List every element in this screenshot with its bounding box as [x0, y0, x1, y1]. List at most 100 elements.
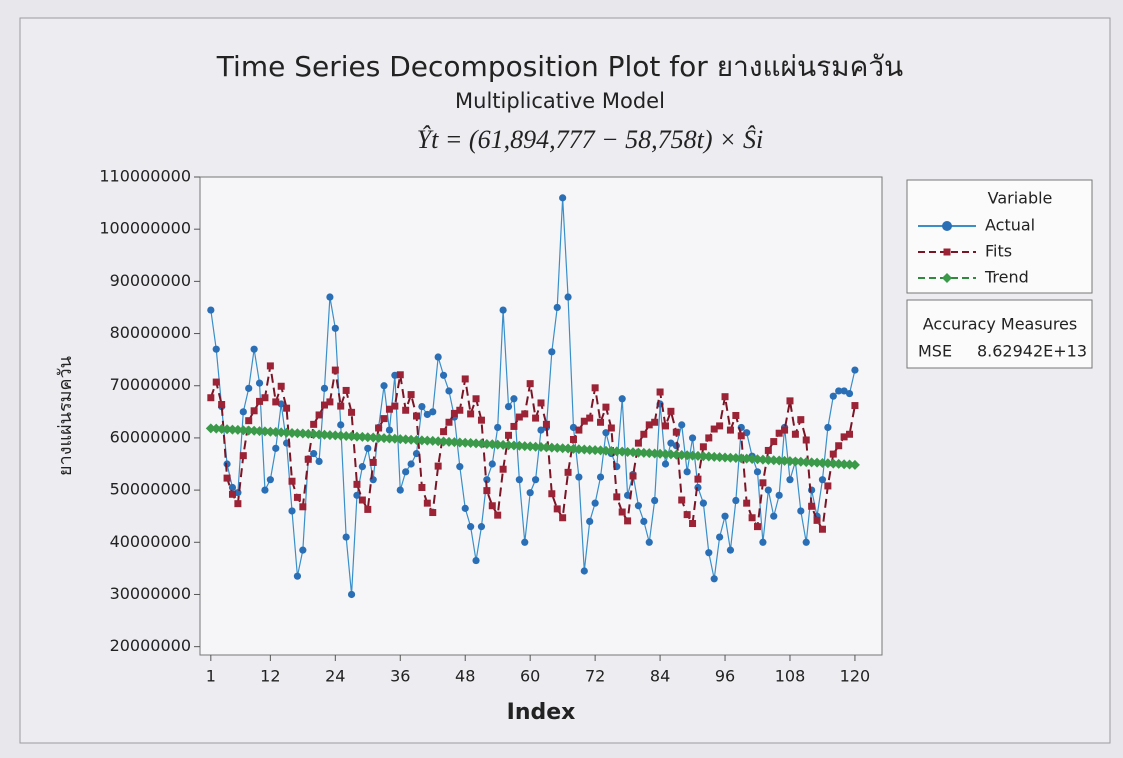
data-point — [765, 447, 772, 454]
data-point — [651, 497, 658, 504]
chart: Time Series Decomposition Plot for ยางแผ… — [0, 0, 1123, 758]
data-point — [743, 500, 750, 507]
data-point — [586, 518, 593, 525]
data-point — [251, 407, 258, 414]
data-point — [786, 397, 793, 404]
data-point — [770, 438, 777, 445]
data-point — [500, 306, 507, 313]
data-point — [700, 500, 707, 507]
data-point — [489, 460, 496, 467]
data-point — [689, 520, 696, 527]
data-point — [337, 421, 344, 428]
y-tick-label: 30000000 — [110, 584, 191, 603]
data-point — [332, 325, 339, 332]
data-point — [532, 415, 539, 422]
data-point — [830, 451, 837, 458]
legend-marker — [942, 221, 952, 231]
data-point — [364, 445, 371, 452]
data-point — [759, 479, 766, 486]
data-point — [678, 421, 685, 428]
data-point — [565, 469, 572, 476]
data-point — [429, 408, 436, 415]
y-tick-label: 110000000 — [99, 167, 191, 186]
data-point — [315, 458, 322, 465]
data-point — [538, 399, 545, 406]
data-point — [808, 503, 815, 510]
data-point — [581, 567, 588, 574]
data-point — [386, 426, 393, 433]
data-point — [256, 380, 263, 387]
data-point — [343, 387, 350, 394]
data-point — [267, 362, 274, 369]
data-point — [559, 514, 566, 521]
accuracy-measure: MSE — [918, 342, 952, 361]
data-point — [527, 380, 534, 387]
data-point — [732, 412, 739, 419]
plot-area — [200, 177, 882, 655]
y-tick-label: 70000000 — [110, 375, 191, 394]
data-point — [694, 484, 701, 491]
data-point — [548, 348, 555, 355]
data-point — [326, 398, 333, 405]
data-point — [299, 547, 306, 554]
data-point — [288, 507, 295, 514]
data-point — [213, 346, 220, 353]
data-point — [602, 404, 609, 411]
y-tick-label: 100000000 — [99, 219, 191, 238]
data-point — [640, 431, 647, 438]
data-point — [424, 500, 431, 507]
data-point — [700, 443, 707, 450]
data-point — [429, 509, 436, 516]
x-tick-label: 96 — [715, 667, 735, 686]
data-point — [251, 346, 258, 353]
data-point — [407, 460, 414, 467]
data-point — [326, 293, 333, 300]
data-point — [543, 421, 550, 428]
data-point — [803, 437, 810, 444]
data-point — [721, 513, 728, 520]
formula: Ŷt = (61,894,777 − 58,758t) × Ŝi — [417, 125, 764, 154]
data-point — [234, 500, 241, 507]
data-point — [505, 432, 512, 439]
data-point — [473, 395, 480, 402]
data-point — [819, 476, 826, 483]
data-point — [467, 410, 474, 417]
data-point — [348, 409, 355, 416]
data-point — [456, 463, 463, 470]
data-point — [391, 403, 398, 410]
data-point — [586, 415, 593, 422]
chart-subtitle: Multiplicative Model — [455, 89, 665, 113]
y-tick-label: 40000000 — [110, 532, 191, 551]
data-point — [575, 427, 582, 434]
data-point — [467, 523, 474, 530]
data-point — [445, 419, 452, 426]
data-point — [380, 382, 387, 389]
data-point — [348, 591, 355, 598]
data-point — [370, 459, 377, 466]
data-point — [792, 431, 799, 438]
x-tick-label: 84 — [650, 667, 670, 686]
data-point — [440, 372, 447, 379]
data-point — [456, 407, 463, 414]
data-point — [673, 429, 680, 436]
data-point — [510, 395, 517, 402]
data-point — [418, 484, 425, 491]
x-tick-label: 60 — [520, 667, 540, 686]
data-point — [294, 494, 301, 501]
data-point — [781, 427, 788, 434]
data-point — [375, 425, 382, 432]
data-point — [770, 513, 777, 520]
y-tick-label: 20000000 — [110, 636, 191, 655]
data-point — [738, 432, 745, 439]
data-point — [397, 371, 404, 378]
data-point — [207, 394, 214, 401]
data-point — [597, 473, 604, 480]
data-point — [272, 445, 279, 452]
data-point — [299, 503, 306, 510]
data-point — [564, 293, 571, 300]
data-point — [445, 387, 452, 394]
data-point — [462, 375, 469, 382]
data-point — [489, 502, 496, 509]
data-point — [819, 526, 826, 533]
data-point — [835, 442, 842, 449]
